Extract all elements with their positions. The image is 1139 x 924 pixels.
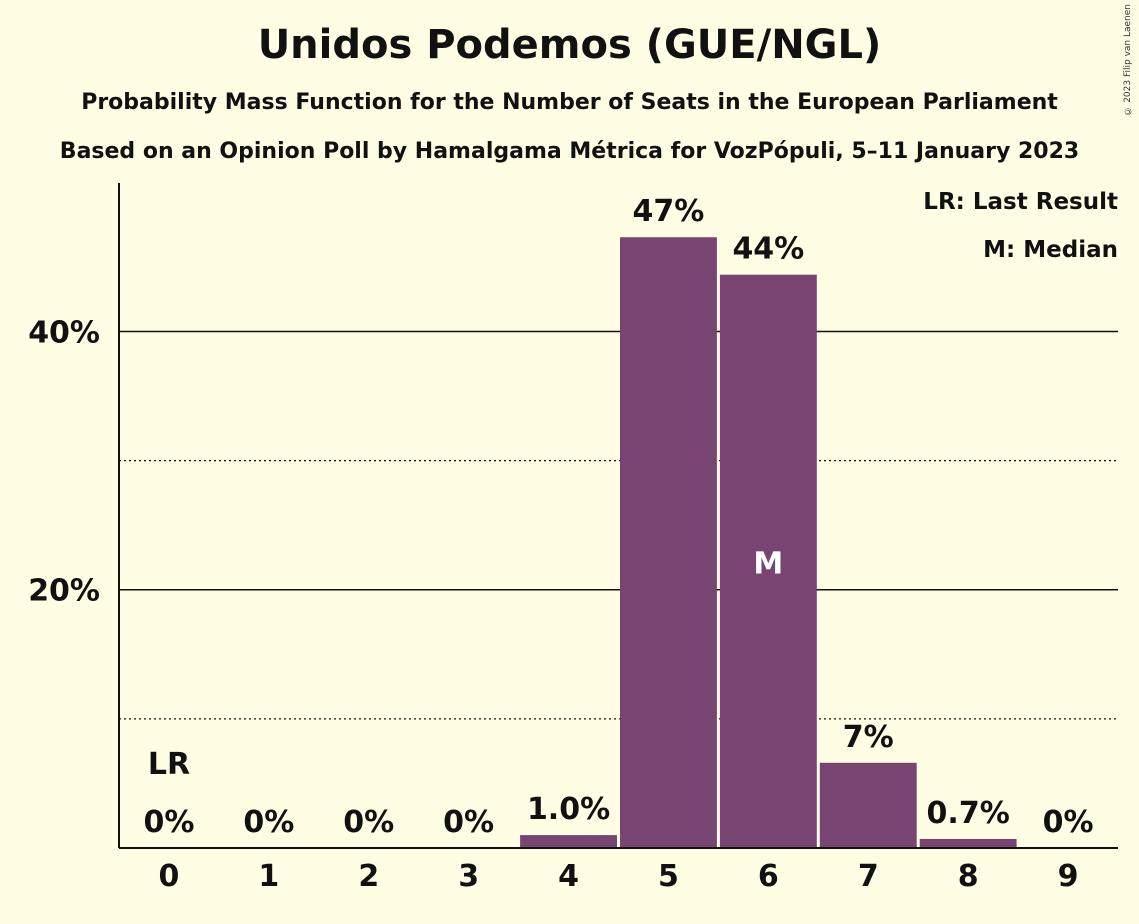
bar-value-label: 1.0% [527,792,610,827]
x-tick-label: 4 [558,859,579,894]
bar-value-label: 44% [732,232,804,267]
bar-value-label: 0% [1043,805,1094,840]
y-tick-label: 20% [28,574,100,609]
last-result-marker: LR [148,747,190,782]
bar-value-label: 0% [443,805,494,840]
bar-value-label: 0% [143,805,194,840]
x-tick-label: 1 [258,859,279,894]
bar-seat-8 [919,838,1017,848]
bar-seat-4 [520,835,617,848]
x-tick-label: 7 [858,859,879,894]
median-marker: M [753,546,783,581]
x-tick-label: 9 [1058,859,1079,894]
x-tick-label: 6 [758,859,779,894]
bar-seat-6 [719,274,817,848]
chart-subtitle: Probability Mass Function for the Number… [81,90,1058,115]
gridlines: 20% 40% [28,315,1118,720]
axes [118,183,1118,849]
chart-title: Unidos Podemos (GUE/NGL) [257,22,882,68]
bar-labels: 0% 0 LR 0% 1 0% 2 0% 3 1.0% 4 47% 5 44% 6 M 7% 7 0.7% 8 0% 9 [143,194,1093,894]
legend-median: M: Median [983,237,1118,263]
x-tick-label: 0 [159,859,180,894]
bar-value-label: 0% [343,805,394,840]
bar-seat-7 [819,762,917,848]
chart-source: Based on an Opinion Poll by Hamalgama Mé… [59,139,1080,164]
y-tick-label: 40% [28,315,100,350]
bars [520,237,1017,848]
x-tick-label: 5 [658,859,679,894]
legend-last-result: LR: Last Result [923,189,1118,215]
bar-value-label: 0.7% [927,796,1010,831]
bar-value-label: 0% [243,805,294,840]
bar-seat-5 [620,237,717,848]
x-tick-label: 2 [358,859,379,894]
bar-value-label: 7% [843,720,894,755]
x-tick-label: 3 [458,859,479,894]
x-tick-label: 8 [958,859,979,894]
bar-value-label: 47% [633,194,705,229]
